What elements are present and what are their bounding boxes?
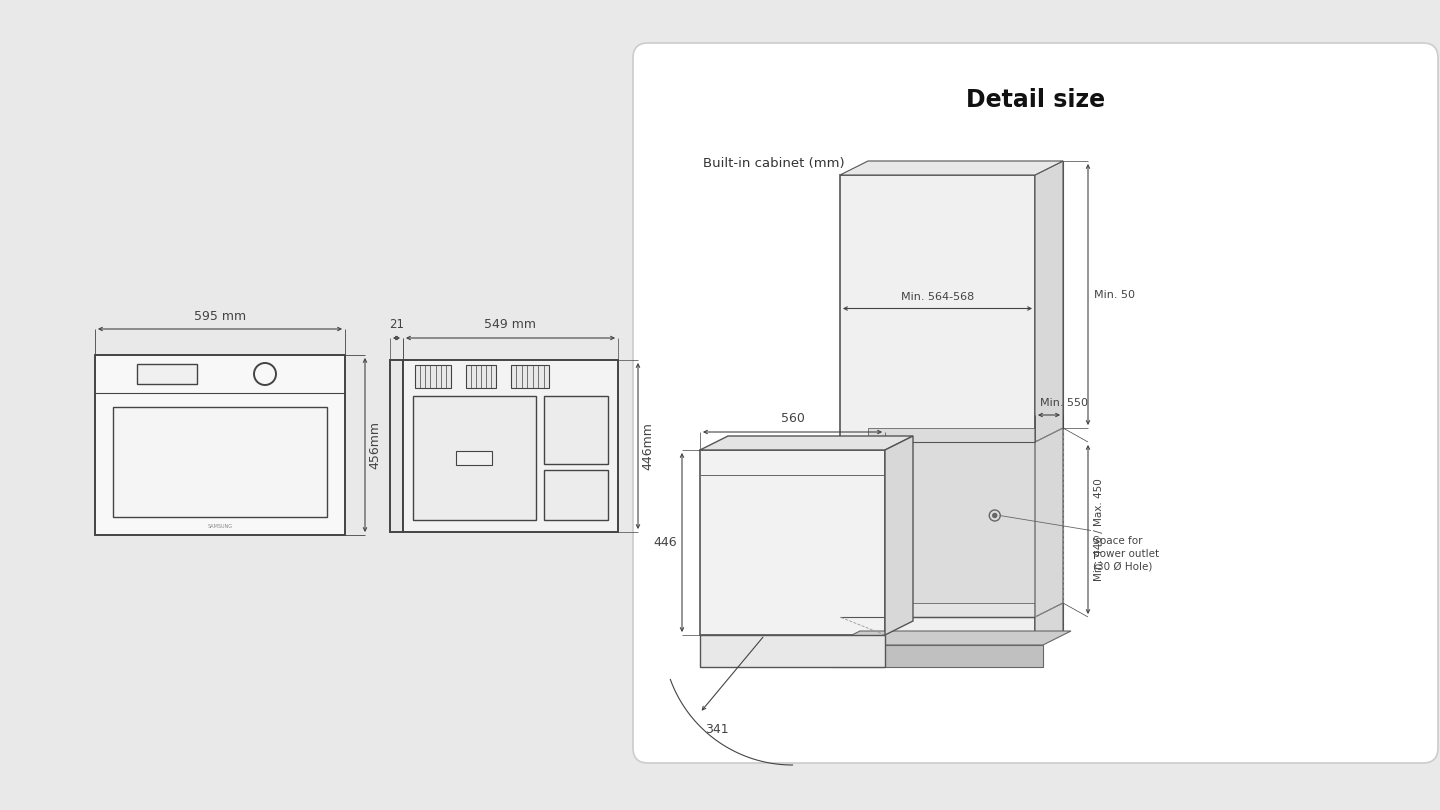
Text: Space for
power outlet
(30 Ø Hole): Space for power outlet (30 Ø Hole)	[1093, 535, 1159, 572]
Polygon shape	[832, 631, 1071, 645]
Text: 549 mm: 549 mm	[484, 318, 537, 331]
Bar	[543, 470, 608, 520]
Text: Min. 446 / Max. 450: Min. 446 / Max. 450	[1094, 478, 1104, 581]
Bar	[415, 365, 451, 388]
Bar	[137, 364, 197, 384]
Text: SAMSUNG: SAMSUNG	[207, 525, 232, 530]
Polygon shape	[700, 635, 886, 667]
Text: 341: 341	[704, 723, 729, 736]
Polygon shape	[1035, 161, 1063, 645]
Text: Detail size: Detail size	[966, 88, 1104, 112]
Text: Min. 564-568: Min. 564-568	[901, 292, 973, 301]
Bar	[467, 365, 495, 388]
Text: 456mm: 456mm	[369, 421, 382, 469]
Bar	[413, 396, 536, 520]
Bar	[456, 451, 492, 465]
Bar	[403, 360, 618, 532]
Bar	[511, 365, 549, 388]
Polygon shape	[886, 436, 913, 635]
Text: Built-in cabinet (mm): Built-in cabinet (mm)	[703, 156, 845, 169]
Text: Min. 50: Min. 50	[1094, 289, 1135, 300]
Bar	[840, 442, 1035, 617]
Bar	[390, 360, 403, 532]
Bar	[543, 396, 608, 464]
Bar	[840, 175, 1035, 645]
Bar	[868, 428, 1063, 603]
Polygon shape	[700, 436, 913, 450]
Text: 560: 560	[780, 412, 805, 425]
Bar	[832, 645, 1043, 667]
Bar	[95, 355, 346, 535]
Text: Min. 550: Min. 550	[1040, 398, 1089, 408]
Text: 446: 446	[654, 536, 677, 549]
Circle shape	[992, 514, 996, 518]
FancyBboxPatch shape	[634, 43, 1439, 763]
Bar	[868, 161, 1063, 631]
Text: 21: 21	[389, 318, 405, 331]
Text: 446mm: 446mm	[641, 422, 655, 470]
Text: 595 mm: 595 mm	[194, 310, 246, 323]
Bar	[112, 407, 327, 517]
Bar	[700, 450, 886, 635]
Polygon shape	[840, 161, 1063, 175]
